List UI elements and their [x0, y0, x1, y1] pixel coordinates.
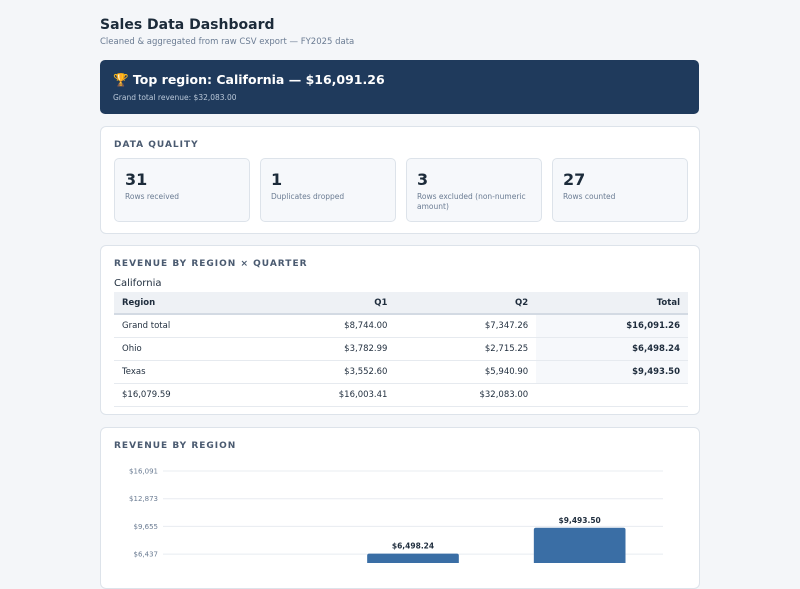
chart-card: REVENUE BY REGION $16,091 $12,873 $9,655 $6…	[100, 427, 700, 589]
cell: $5,940.90	[395, 360, 537, 384]
stat: 3 Rows excluded (non-numeric amount)	[406, 158, 542, 222]
header-row: Region Q1 Q2 Total	[114, 292, 688, 315]
y-tick-label: $9,655	[134, 523, 159, 531]
column-header: Region	[114, 292, 255, 315]
subtitle: Cleaned & aggregated from raw CSV export…	[100, 37, 355, 47]
cell: $16,079.59	[114, 383, 255, 407]
stat: 31 Rows received	[114, 158, 250, 222]
empty-cell	[536, 383, 688, 407]
stat-label: Duplicates dropped	[271, 192, 345, 201]
quality-card: DATA QUALITY 31 Rows received 1 Duplicates…	[100, 126, 700, 234]
banner-subline: Grand total revenue: $32,083.00	[113, 93, 237, 102]
card-title: REVENUE BY REGION × QUARTER	[114, 259, 308, 269]
table-card: REVENUE BY REGION × QUARTER California R…	[100, 245, 700, 415]
card-title: REVENUE BY REGION	[114, 441, 237, 451]
cell: $6,498.24	[536, 337, 688, 361]
cell: $2,715.25	[395, 337, 537, 361]
bar	[367, 553, 459, 563]
stat: 27 Rows counted	[552, 158, 688, 222]
chart: $16,091 $12,873 $9,655 $6,437 $6,498.24 $9,49…	[129, 468, 663, 563]
cell: Texas	[114, 360, 255, 384]
stat-value: 1	[271, 170, 283, 189]
stat-value: 27	[563, 170, 586, 189]
row: Texas $3,552.60 $5,940.90 $9,493.50	[114, 360, 688, 384]
stat-label: Rows excluded (non-numeric amount)	[417, 192, 526, 211]
cell: $7,347.26	[395, 314, 537, 338]
table-caption: California	[114, 278, 162, 289]
cell: $3,552.60	[254, 360, 396, 384]
cell: $9,493.50	[536, 360, 688, 384]
y-tick-label: $16,091	[129, 468, 158, 476]
column-header: Q2	[395, 292, 537, 315]
column-header: Q1	[254, 292, 396, 315]
cell: $32,083.00	[395, 383, 537, 407]
row: Grand total $8,744.00 $7,347.26 $16,091.…	[114, 314, 688, 338]
banner-headline: 🏆 Top region: California — $16,091.26	[113, 72, 385, 87]
cell: $3,782.99	[254, 337, 396, 361]
y-tick-label: $12,873	[129, 495, 158, 503]
page: {"header": {"title": "Sales Data Dashboa…	[100, 17, 700, 589]
cell: $8,744.00	[254, 314, 396, 338]
banner: 🏆 Top region: California — $16,091.26 Gr…	[100, 60, 699, 114]
card-title: DATA QUALITY	[114, 140, 199, 150]
bar	[533, 527, 626, 563]
value-label: $6,498.24	[392, 542, 434, 551]
stat-label: Rows counted	[563, 192, 616, 201]
stat-value: 3	[417, 170, 429, 189]
stat: 1 Duplicates dropped	[260, 158, 396, 222]
y-tick-label: $6,437	[134, 551, 159, 559]
page-title: Sales Data Dashboard	[100, 17, 275, 33]
value-label: $9,493.50	[559, 516, 601, 525]
column-header: Total	[536, 292, 688, 315]
stat-label: Rows received	[125, 192, 180, 201]
cell: Ohio	[114, 337, 255, 361]
cell: $16,003.41	[254, 383, 396, 407]
cell: Grand total	[114, 314, 255, 338]
row: Ohio $3,782.99 $2,715.25 $6,498.24	[114, 337, 688, 361]
stat-value: 31	[125, 170, 148, 189]
cell: $16,091.26	[536, 314, 688, 338]
row: $16,079.59 $16,003.41 $32,083.00	[114, 383, 688, 407]
revenue-table: Region Q1 Q2 Total Grand total $8,744.00…	[114, 292, 688, 407]
